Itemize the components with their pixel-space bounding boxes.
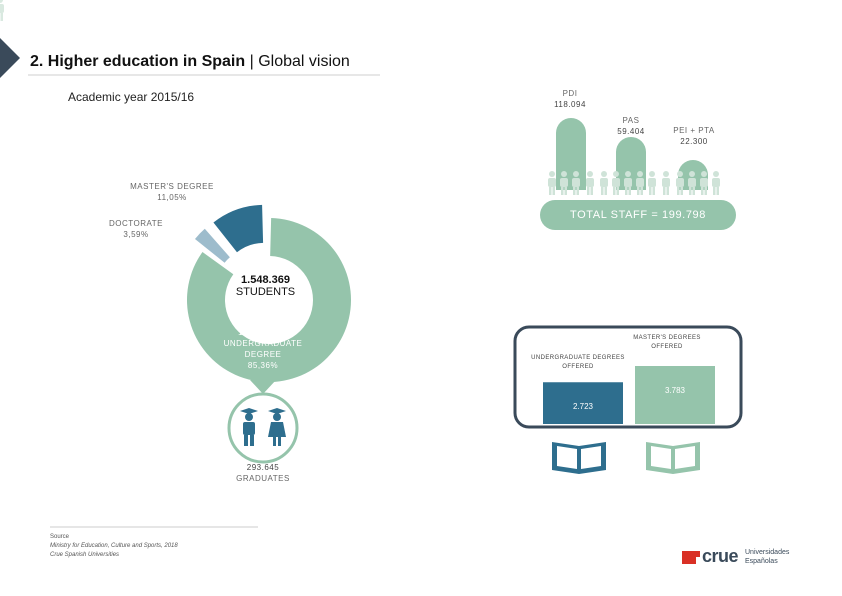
- arrow-down-icon: [250, 380, 276, 394]
- person-icon: [612, 171, 620, 195]
- person-icon: [648, 171, 656, 195]
- person-icon: [700, 171, 708, 195]
- source-note: Source Ministry for Education, Culture a…: [50, 534, 178, 558]
- staff-people-icons: [0, 0, 4, 21]
- graduates-circle: [227, 392, 299, 464]
- person-icon: [662, 171, 670, 195]
- pdi-label: PDI 118.094: [554, 89, 586, 109]
- masters-degrees-bar: [635, 366, 715, 424]
- person-icon: [624, 171, 632, 195]
- graduates-label: 293.645 GRADUATES: [236, 463, 290, 483]
- crue-logo-tagline: Universidades Españolas: [745, 549, 790, 565]
- masters-degree-label: MASTER'S DEGREE 11,05%: [130, 182, 214, 202]
- donut-slice-masters: [213, 204, 264, 253]
- pas-arch: [616, 137, 646, 190]
- total-staff-text: TOTAL STAFF = 199.798: [570, 209, 706, 221]
- person-icon: [600, 171, 608, 195]
- undergrad-degrees-label: UNDERGRADUATE DEGREES OFFERED: [531, 355, 625, 370]
- person-icon: [572, 171, 580, 195]
- undergrad-degrees-value: 2.723: [572, 402, 594, 411]
- book-icon-blue: [552, 442, 606, 474]
- pas-label: PAS 59.404: [617, 116, 645, 136]
- person-icon: [688, 171, 696, 195]
- person-icon: [560, 171, 568, 195]
- person-icon: [586, 171, 594, 195]
- degree-bars: [543, 366, 715, 424]
- donut-slice-doctorate: [194, 228, 230, 263]
- book-icon-green: [646, 442, 700, 474]
- undergrad-degrees-bar: [543, 382, 623, 424]
- person-icon: [636, 171, 644, 195]
- left-arrow-decoration: [0, 38, 20, 78]
- person-icon: [548, 171, 556, 195]
- graduates-icon: [240, 408, 286, 446]
- crue-logo-text: crue: [702, 546, 739, 566]
- degrees-panel-frame: [513, 325, 743, 429]
- page-title: 2. Higher education in Spain | Global vi…: [30, 53, 350, 70]
- students-donut-chart: [186, 204, 351, 382]
- arrow-shaft: [258, 370, 268, 380]
- masters-degrees-value: 3.783: [664, 386, 686, 395]
- academic-year-label: Academic year 2015/16: [68, 90, 195, 104]
- pei-label: PEI + PTA 22.300: [673, 126, 715, 146]
- doctorate-label: DOCTORATE 3,59%: [109, 219, 163, 239]
- masters-degrees-label: MASTER'S DEGREES OFFERED: [633, 335, 701, 350]
- people-row: [548, 171, 720, 195]
- person-icon: [712, 171, 720, 195]
- crue-logo-mark: [682, 551, 700, 564]
- undergrad-segment-label: 1-2 CICLE + UNDERGRADUATE DEGREE 85,36%: [223, 328, 303, 370]
- donut-slice-undergraduate: [186, 218, 351, 382]
- students-total: 1.548.369 STUDENTS: [235, 274, 296, 298]
- total-staff-pill: [540, 200, 736, 230]
- person-icon: [676, 171, 684, 195]
